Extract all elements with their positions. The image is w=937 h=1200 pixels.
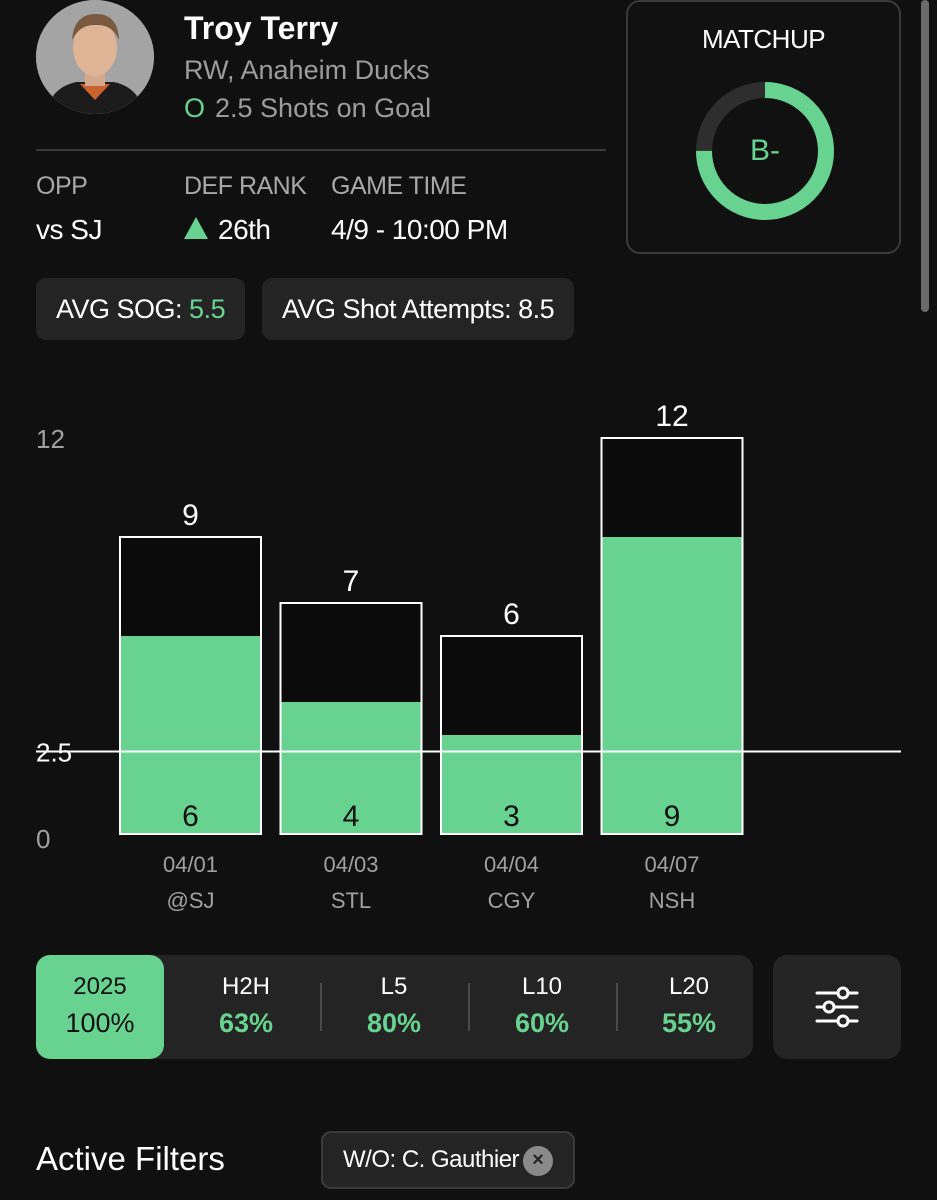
tab-value: 100% [65,1008,135,1038]
tab-label: L5 [380,973,408,1000]
tab-divider [320,983,322,1031]
x-tick-date: 04/03 [323,852,378,877]
avg-sog-value: 5.5 [189,294,226,324]
triangle-up-icon [184,217,208,239]
matchup-title: MATCHUP [701,24,826,54]
scrollbar[interactable] [921,0,929,312]
game-time-label: GAME TIME [331,172,467,200]
avg-attempts-label: AVG Shot Attempts: [282,294,512,324]
avg-attempts-value: 8.5 [518,294,555,324]
player-prop-line: O 2.5 Shots on Goal [184,93,431,124]
tab-label: L20 [668,973,710,1000]
ring-progress [696,82,834,220]
close-icon[interactable]: × [523,1146,553,1176]
tab-value: 60% [514,1008,570,1038]
tab-divider [616,983,618,1031]
sog-data-label: 6 [182,800,199,833]
sog-data-label: 3 [503,800,520,833]
y-tick-label: 0 [36,824,50,854]
tab-divider [468,983,470,1031]
attempts-data-label: 9 [182,499,199,532]
tab-label: L10 [521,973,563,1000]
filter-chip-label: W/O: C. Gauthier [343,1146,520,1173]
game-time-value: 4/9 - 10:00 PM [331,214,508,245]
sog-data-label: 9 [664,800,681,833]
sog-bar [281,702,421,833]
prop-line-text: 2.5 Shots on Goal [215,93,432,123]
tab-label: H2H [221,973,270,1000]
matchup-grade-ring: B- [688,74,842,228]
x-tick-date: 04/01 [163,852,218,877]
attempts-data-label: 12 [655,400,688,433]
y-tick-label: 12 [36,424,65,454]
x-tick-date: 04/07 [644,852,699,877]
x-tick-opponent: STL [331,888,371,913]
active-filters-title: Active Filters [36,1140,225,1177]
avg-sog-label: AVG SOG: [56,294,183,324]
matchup-card[interactable]: MATCHUP B- [626,0,901,254]
attempts-data-label: 6 [503,598,520,631]
sliders-icon [815,986,859,1028]
player-position-team: RW, Anaheim Ducks [184,55,430,85]
sog-bar [121,636,260,833]
avg-attempts-chip: AVG Shot Attempts: 8.5 [262,278,575,340]
avg-sog-chip: AVG SOG: 5.5 [36,278,246,340]
header-divider [36,149,606,151]
tab-value: 80% [366,1008,422,1038]
filter-settings-button[interactable] [773,955,901,1059]
def-rank-label: DEF RANK [184,172,307,200]
tab-h2h[interactable]: H2H 63% [182,955,310,1059]
sog-data-label: 4 [343,800,360,833]
sog-bar [602,537,742,833]
def-rank: 26th [184,214,271,246]
filter-chip[interactable]: W/O: C. Gauthier × [321,1131,575,1189]
tab-value: 55% [661,1008,717,1038]
opp-value: vs SJ [36,214,102,245]
prop-side: O [184,93,206,123]
player-name: Troy Terry [184,10,339,46]
tab-l5[interactable]: L5 80% [330,955,458,1059]
player-avatar [36,0,154,114]
matchup-grade: B- [750,134,780,167]
attempts-data-label: 7 [343,565,360,598]
tab-l20[interactable]: L20 55% [625,955,753,1059]
x-tick-opponent: CGY [488,888,536,913]
tab-label: 2025 [73,973,127,1000]
opp-label: OPP [36,172,88,200]
player-headshot-icon [36,0,154,114]
hit-rate-tabs: 2025 100% H2H 63% L5 80% L10 60% L20 55% [36,955,753,1059]
shots-bar-chart: 122.509604/01@SJ7404/03STL6304/04CGY1290… [36,400,901,913]
x-tick-opponent: NSH [649,888,695,913]
tab-value: 63% [218,1008,274,1038]
x-tick-date: 04/04 [484,852,539,877]
tab-2025[interactable]: 2025 100% [36,955,164,1059]
tab-l10[interactable]: L10 60% [478,955,606,1059]
def-rank-value: 26th [218,214,271,245]
x-tick-opponent: @SJ [166,888,214,913]
